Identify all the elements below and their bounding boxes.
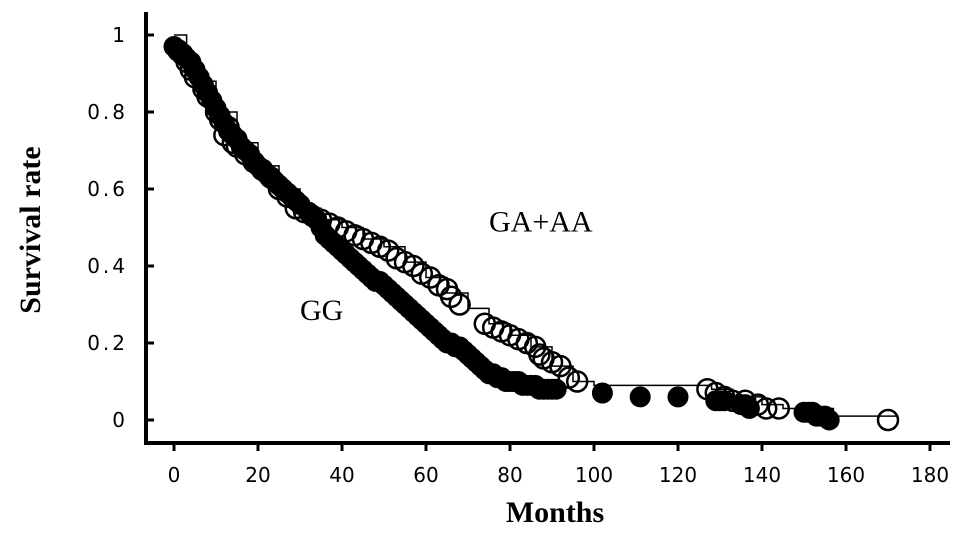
gg-point [591,382,613,404]
ga-aa-survival-line [174,34,897,417]
ga-aa-point [876,408,900,432]
x-tick-label: 140 [743,463,781,487]
ga-aa-point [448,293,471,316]
series-gg [163,36,840,431]
annotation-gg: GG [300,294,343,327]
x-tick-label: 160 [827,463,865,487]
y-tick-label: 0.8 [87,100,128,124]
axes [144,12,950,445]
ga-aa-point [528,343,551,366]
ga-aa-point [549,354,572,378]
gg-point [545,378,567,400]
ga-aa-point [402,254,425,278]
ga-aa-point [767,397,791,420]
y-axis-title: Survival rate [14,146,47,313]
y-tick-label: 0.4 [87,254,128,278]
gg-point [818,409,840,431]
ga-aa-point [376,239,400,262]
ga-aa-point [565,370,589,393]
x-axis-title: Months [506,496,604,529]
y-tick-label: 0 [112,408,128,432]
annotation-ga-aa: GA+AA [489,205,593,238]
gg-point [629,386,651,408]
ga-aa-point [439,285,463,309]
x-tick-label: 20 [245,463,270,487]
ga-aa-point [418,266,442,289]
x-tick-label: 120 [659,463,697,487]
x-tick-label: 60 [413,463,438,487]
gg-point [738,397,760,419]
x-tick-label: 40 [329,463,354,487]
y-tick-label: 0.2 [87,331,128,355]
y-axis-ticks: 0 0.2 0.4 0.6 0.8 1 [87,23,154,432]
x-tick-label: 0 [168,463,181,487]
x-tick-label: 80 [497,463,522,487]
x-axis-ticks: 0 20 40 60 80 100 120 140 160 180 [168,443,949,487]
y-tick-label: 0.6 [87,177,128,201]
gg-point [667,386,689,408]
x-tick-label: 100 [575,463,613,487]
y-tick-label: 1 [112,23,128,47]
x-tick-label: 180 [911,463,949,487]
